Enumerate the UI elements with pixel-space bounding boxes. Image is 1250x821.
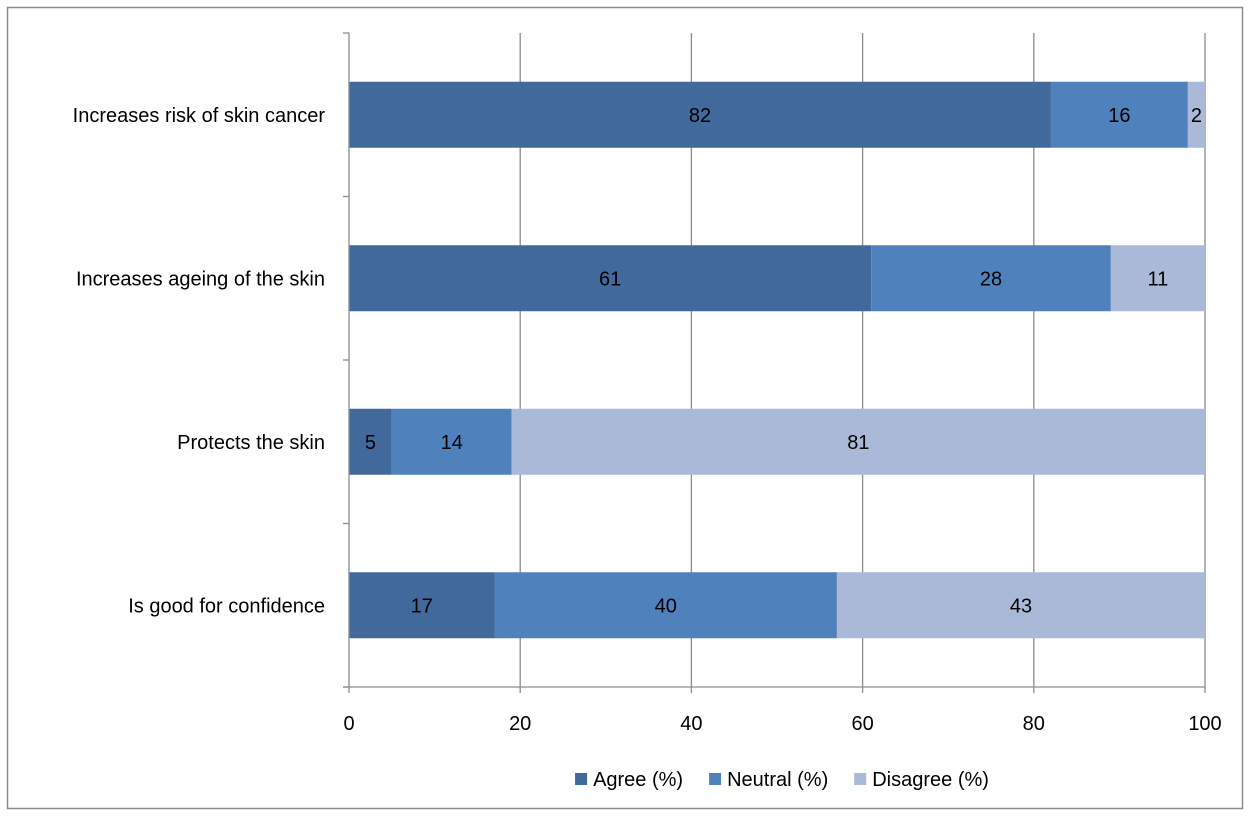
data-label-3-series-3: 81 [847, 432, 869, 454]
bar-4-series-1 [349, 572, 495, 639]
data-label-2-series-3: 11 [1148, 268, 1169, 290]
x-tick-label-60: 60 [851, 713, 873, 735]
legend-swatch-1 [575, 773, 588, 785]
bar-2-series-1 [349, 245, 872, 312]
data-label-1-series-1: 82 [689, 105, 711, 127]
category-label-1: Increases risk of skin cancer [73, 105, 326, 127]
data-label-4-series-1: 17 [411, 595, 433, 617]
legend-swatch-3 [854, 773, 867, 785]
legend-label-2: Neutral (%) [727, 769, 828, 791]
data-label-1-series-2: 16 [1108, 105, 1130, 127]
bar-1-series-2 [1050, 81, 1188, 148]
data-label-2-series-1: 61 [599, 268, 621, 290]
category-label-3: Protects the skin [177, 432, 325, 454]
bars: 82 16 2 61 28 11 5 14 81 17 40 43 [349, 81, 1205, 639]
bar-4-series-2 [494, 572, 837, 639]
legend-label-3: Disagree (%) [872, 769, 989, 791]
data-label-4-series-2: 40 [655, 595, 677, 617]
bar-3-series-3 [511, 408, 1205, 475]
data-label-2-series-2: 28 [980, 268, 1002, 290]
data-label-3-series-1: 5 [365, 432, 376, 454]
x-tick-label-0: 0 [343, 713, 354, 735]
x-tick-label-100: 100 [1188, 713, 1221, 735]
x-tick-label-20: 20 [509, 713, 531, 735]
x-tick-label-40: 40 [680, 713, 702, 735]
axes: Increases risk of skin cancer Increases a… [73, 32, 1222, 735]
bar-1-series-1 [349, 81, 1051, 148]
bar-2-series-2 [871, 245, 1111, 312]
category-label-2: Increases ageing of the skin [76, 268, 325, 290]
bar-2-series-3 [1110, 245, 1205, 312]
data-label-3-series-2: 14 [441, 432, 463, 454]
bar-4-series-3 [836, 572, 1205, 639]
data-label-1-series-3: 2 [1191, 105, 1202, 127]
category-label-4: Is good for confidence [128, 595, 325, 617]
x-tick-label-80: 80 [1023, 713, 1045, 735]
legend: Agree (%) Neutral (%) Disagree (%) [575, 769, 989, 791]
data-label-4-series-3: 43 [1010, 595, 1032, 617]
bar-3-series-1 [349, 408, 392, 475]
legend-swatch-2 [709, 773, 722, 785]
bar-1-series-3 [1187, 81, 1205, 148]
legend-label-1: Agree (%) [593, 769, 683, 791]
bar-3-series-2 [391, 408, 512, 475]
